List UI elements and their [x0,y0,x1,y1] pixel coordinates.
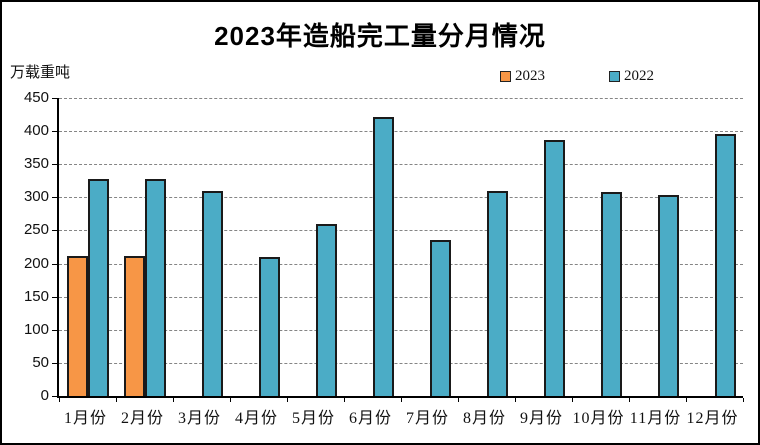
bar-2022-1月份 [88,179,109,396]
x-axis-label-2月份: 2月份 [120,410,164,427]
gridline-300 [59,197,743,199]
bar-2023-2月份 [124,256,145,396]
x-axis-label-10月份: 10月份 [572,410,625,427]
y-tick-300 [52,197,59,199]
y-axis-label-200: 200 [23,254,49,272]
x-axis-label-3月份: 3月份 [177,410,221,427]
x-axis-label-6月份: 6月份 [348,410,392,427]
gridline-200 [59,263,743,265]
x-tick-10 [629,398,630,402]
gridline-350 [59,164,743,166]
legend-swatch-2022 [609,71,620,82]
plot-area: 0 50 100 150 200 250 300 350 400 450 [24,90,744,404]
legend-label-2023: 2023 [515,68,545,84]
legend-label-2022: 2022 [624,68,654,84]
bar-2022-5月份 [316,223,337,396]
x-axis-label-4月份: 4月份 [234,410,278,427]
x-tick-7 [458,398,459,402]
x-tick-9 [572,398,573,402]
x-tick-8 [515,398,516,402]
bar-2022-6月份 [373,116,394,396]
bar-2023-1月份 [67,256,88,396]
bar-2022-12月份 [715,133,736,396]
x-tick-0 [59,398,60,402]
x-axis-label-11月份: 11月份 [629,410,682,427]
gridline-150 [59,296,743,298]
bar-2022-7月份 [430,240,451,396]
y-axis-label-450: 450 [23,89,49,106]
chart-title: 2023年造船完工量分月情况 [214,21,546,51]
x-tick-1 [116,398,117,402]
bar-2022-8月份 [487,191,508,396]
y-axis-label-400: 400 [23,122,49,140]
y-axis-label-50: 50 [32,353,49,371]
gridline-50 [59,362,743,364]
y-tick-50 [52,362,59,364]
bar-2022-11月份 [658,194,679,396]
legend-item-2023: 2023 [500,68,545,85]
gridline-450 [59,98,743,99]
y-axis-label-150: 150 [23,287,49,305]
bar-2022-9月份 [544,139,565,396]
y-axis-label-100: 100 [23,320,49,338]
x-axis-label-12月份: 12月份 [686,410,739,427]
bar-2022-3月份 [202,190,223,396]
y-tick-400 [52,131,59,133]
x-tick-6 [401,398,402,402]
gridline-100 [59,329,743,331]
y-tick-250 [52,230,59,232]
x-tick-11 [686,398,687,402]
y-tick-100 [52,329,59,331]
legend: 2023 2022 [500,68,654,85]
y-axis-unit-label: 万载重吨 [10,64,71,81]
x-tick-5 [344,398,345,402]
x-axis-label-1月份: 1月份 [63,410,107,427]
y-axis-label-350: 350 [23,155,49,173]
y-axis-label-0: 0 [40,387,49,404]
y-axis-label-250: 250 [23,221,49,239]
bar-2022-2月份 [145,179,166,396]
y-tick-0 [52,396,59,397]
y-tick-350 [52,164,59,166]
x-tick-2 [173,398,174,402]
legend-item-2022: 2022 [609,68,654,85]
y-tick-150 [52,296,59,298]
y-tick-450 [52,98,59,99]
x-axis-label-5月份: 5月份 [291,410,335,427]
x-axis-labels: 1月份 2月份 3月份 4月份 5月份 6月份 7月份 8月份 9月份 10月份 11月份 12月份 [57,404,741,428]
x-tick-3 [230,398,231,402]
x-axis-label-8月份: 8月份 [462,410,506,427]
x-tick-4 [287,398,288,402]
y-axis-label-300: 300 [23,188,49,206]
bar-2022-4月份 [259,256,280,396]
y-tick-200 [52,263,59,265]
x-tick-12 [743,398,744,402]
gridline-400 [59,131,743,133]
gridline-250 [59,230,743,232]
bar-2022-10月份 [601,192,622,396]
legend-swatch-2023 [500,71,511,82]
x-axis-label-9月份: 9月份 [519,410,563,427]
x-axis-label-7月份: 7月份 [405,410,449,427]
